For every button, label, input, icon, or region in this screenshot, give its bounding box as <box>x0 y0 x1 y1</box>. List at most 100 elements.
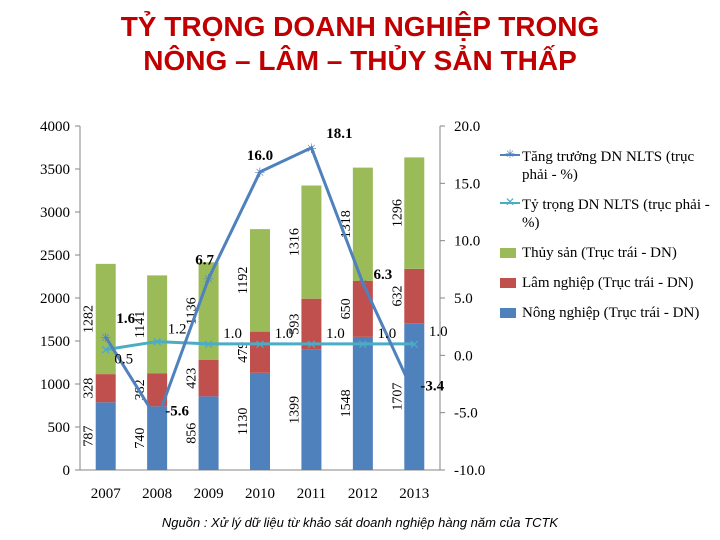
marker-ty-trong: ✕ <box>255 338 266 353</box>
data-label-ty-trong: 1.0 <box>429 324 448 340</box>
chart-legend: ✳ Tăng trưởng DN NLTS (trục phải - %) ✕ … <box>500 148 715 334</box>
bar-lam-nghiep <box>95 374 116 403</box>
marker-ty-trong: ✕ <box>100 344 111 359</box>
bar-nong-nghiep <box>301 349 322 470</box>
data-label-tang-truong: 16.0 <box>247 148 273 164</box>
x-tick-label: 2010 <box>245 486 275 502</box>
data-label-ty-trong: 1.0 <box>377 326 396 342</box>
data-label-tang-truong: 6.7 <box>195 253 214 269</box>
marker-tang-truong: ✳ <box>255 166 266 181</box>
y-left-tick-label: 500 <box>48 420 71 436</box>
chart-title-line2: NÔNG – LÂM – THỦY SẢN THẤP <box>143 45 577 76</box>
marker-ty-trong: ✕ <box>357 338 368 353</box>
chart-title-line1: TỶ TRỌNG DOANH NGHIỆP TRONG <box>120 11 600 42</box>
bar-label-thuy-san: 1136 <box>185 297 200 324</box>
bar-lam-nghiep <box>198 360 219 397</box>
legend-item-share: ✕ Tỷ trọng DN NLTS (trục phải - %) <box>500 196 715 232</box>
data-label-ty-trong: 1.0 <box>275 326 294 342</box>
legend-item-nong-nghiep: Nông nghiệp (Trục trái - DN) <box>500 304 715 322</box>
legend-growth-line: ✳ <box>500 148 520 160</box>
data-label-tang-truong: -5.6 <box>165 404 189 420</box>
bar-nong-nghiep <box>404 323 425 470</box>
marker-ty-trong: ✕ <box>203 338 214 353</box>
bar-label-thuy-san: 1296 <box>390 199 405 227</box>
bar-label-nong-nghiep: 1548 <box>339 389 354 417</box>
bar-label-lam-nghiep: 632 <box>390 286 405 307</box>
bar-label-lam-nghiep: 328 <box>82 378 97 399</box>
legend-share-marker: ✕ <box>505 195 516 209</box>
marker-tang-truong: ✳ <box>152 414 163 429</box>
bar-label-nong-nghiep: 787 <box>82 426 97 447</box>
bar-label-nong-nghiep: 1707 <box>390 383 405 411</box>
legend-item-growth: ✳ Tăng trưởng DN NLTS (trục phải - %) <box>500 148 715 184</box>
y-left-tick-label: 1500 <box>40 334 70 350</box>
legend-nong-nghiep-label: Nông nghiệp (Trục trái - DN) <box>522 305 700 321</box>
bar-lam-nghiep <box>250 331 270 373</box>
bar-label-nong-nghiep: 1130 <box>236 408 251 435</box>
data-label-ty-trong: 1.0 <box>223 326 242 342</box>
bar-nong-nghiep <box>250 372 270 470</box>
legend-item-lam-nghiep: Lâm nghiệp (Trục trái - DN) <box>500 274 715 292</box>
line-tang-truong <box>104 145 416 423</box>
bar-label-lam-nghiep: 593 <box>287 314 302 335</box>
data-label-tang-truong: 6.3 <box>373 267 392 283</box>
data-label-tang-truong: 18.1 <box>326 126 352 142</box>
x-tick-label: 2009 <box>194 486 224 502</box>
y-left-tick-label: 0 <box>63 463 71 479</box>
marker-ty-trong: ✕ <box>152 336 163 351</box>
y-left-tick-label: 2000 <box>40 291 70 307</box>
bar-lam-nghiep <box>404 268 425 324</box>
y-left-tick-label: 1000 <box>40 377 70 393</box>
y-left-tick-label: 4000 <box>40 119 70 135</box>
bar-label-thuy-san: 1316 <box>287 228 302 256</box>
bar-label-nong-nghiep: 856 <box>185 423 200 444</box>
bar-thuy-san <box>250 229 270 332</box>
marker-tang-truong: ✳ <box>203 273 214 288</box>
marker-tang-truong: ✳ <box>100 331 111 346</box>
bar-nong-nghiep <box>352 336 373 470</box>
bar-label-lam-nghiep: 650 <box>339 298 354 319</box>
marker-tang-truong: ✳ <box>409 388 420 403</box>
bar-label-thuy-san: 1282 <box>82 305 97 333</box>
bar-label-thuy-san: 1141 <box>133 311 148 338</box>
bar-label-lam-nghiep: 479 <box>236 342 251 363</box>
bar-thuy-san <box>352 167 373 281</box>
x-tick-label: 2007 <box>91 486 122 502</box>
chart-title: TỶ TRỌNG DOANH NGHIỆP TRONG NÔNG – LÂM –… <box>0 10 720 78</box>
legend-thuy-san-label: Thủy sản (Trục trái - DN) <box>522 245 677 261</box>
x-tick-label: 2008 <box>142 486 172 502</box>
y-right-tick-label: -5.0 <box>454 406 478 422</box>
legend-share-label: Tỷ trọng DN NLTS (trục phải - %) <box>522 197 710 231</box>
legend-nong-nghiep-swatch <box>500 308 516 318</box>
y-right-tick-label: -10.0 <box>454 463 485 479</box>
bar-label-nong-nghiep: 740 <box>133 428 148 449</box>
bar-label-lam-nghiep: 423 <box>185 368 200 389</box>
y-left-tick-label: 2500 <box>40 248 70 264</box>
y-right-tick-label: 10.0 <box>454 234 480 250</box>
y-right-tick-label: 20.0 <box>454 119 480 135</box>
y-left-tick-label: 3500 <box>40 162 70 178</box>
source-note: Nguồn : Xử lý dữ liệu từ khảo sát doanh … <box>161 515 559 530</box>
bar-nong-nghiep <box>198 396 219 470</box>
data-label-tang-truong: 1.6 <box>116 311 135 327</box>
bar-lam-nghiep <box>301 298 322 350</box>
legend-share-line: ✕ <box>500 196 520 208</box>
bar-lam-nghiep <box>147 373 168 407</box>
bar-thuy-san <box>404 157 425 269</box>
marker-ty-trong: ✕ <box>306 338 317 353</box>
data-label-ty-trong: 1.0 <box>326 326 345 342</box>
x-tick-label: 2011 <box>297 486 326 502</box>
data-label-ty-trong: 1.2 <box>168 322 187 338</box>
bar-thuy-san <box>301 185 322 299</box>
bar-nong-nghiep <box>95 402 116 470</box>
legend-lam-nghiep-swatch <box>500 278 516 288</box>
x-tick-label: 2012 <box>348 486 378 502</box>
bar-label-nong-nghiep: 1399 <box>287 396 302 424</box>
y-right-tick-label: 0.0 <box>454 348 473 364</box>
marker-tang-truong: ✳ <box>306 142 317 157</box>
y-left-tick-label: 3000 <box>40 205 70 221</box>
legend-item-thuy-san: Thủy sản (Trục trái - DN) <box>500 244 715 262</box>
y-right-tick-label: 15.0 <box>454 176 480 192</box>
marker-tang-truong: ✳ <box>357 277 368 292</box>
